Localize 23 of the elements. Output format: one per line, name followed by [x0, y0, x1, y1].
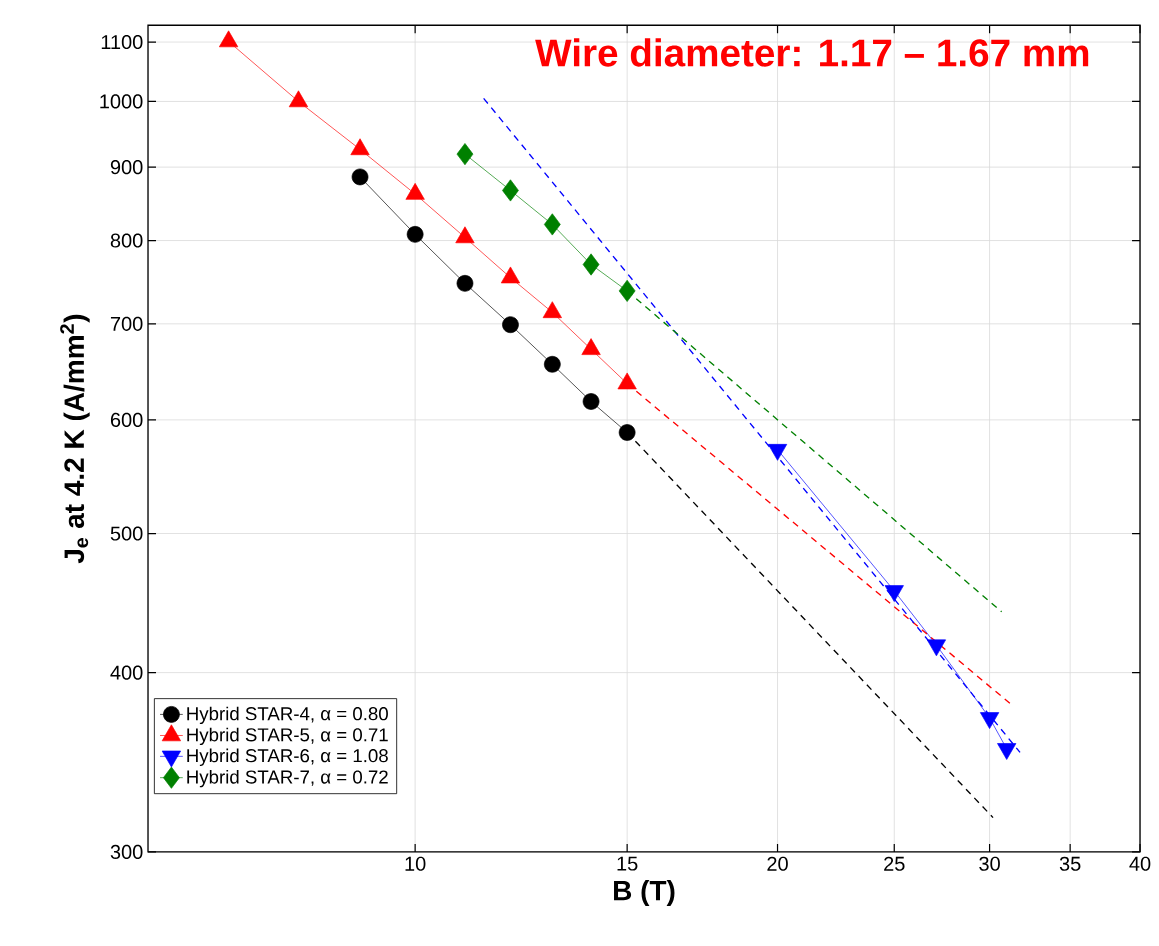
- legend-label: Hybrid STAR-5, α = 0.71: [187, 727, 388, 746]
- annotation: Wire diameter: 1.17 – 1.67 mm: [535, 38, 1089, 67]
- x-tick-label: 40: [1129, 856, 1151, 871]
- legend-label: Hybrid STAR-6, α = 1.08: [187, 748, 388, 766]
- x-tick-label: 35: [1059, 856, 1081, 871]
- x-axis-title: B (T): [614, 879, 675, 907]
- y-tick-label: 900: [110, 160, 143, 175]
- y-tick-label: 400: [110, 665, 143, 680]
- y-tick-label: 500: [110, 526, 143, 541]
- x-tick-label: 15: [617, 856, 638, 871]
- y-tick-label: 1100: [101, 34, 143, 50]
- legend-label: Hybrid STAR-4, α = 0.80: [187, 706, 388, 725]
- x-tick-label: 30: [979, 856, 1000, 871]
- y-tick-label: 300: [110, 844, 143, 860]
- legend-label: Hybrid STAR-7, α = 0.72: [187, 769, 388, 788]
- x-tick-label: 25: [884, 856, 905, 871]
- x-tick-label: 10: [405, 856, 426, 871]
- y-tick-label: 700: [110, 316, 143, 331]
- y-tick-label: 600: [110, 412, 143, 427]
- x-tick-label: 20: [767, 856, 788, 871]
- y-tick-label: 1000: [100, 94, 143, 109]
- y-tick-label: 800: [110, 233, 143, 248]
- y-axis-title: J$_{e}$ at 4.2 K (A/mm$^{2}$): [60, 314, 90, 564]
